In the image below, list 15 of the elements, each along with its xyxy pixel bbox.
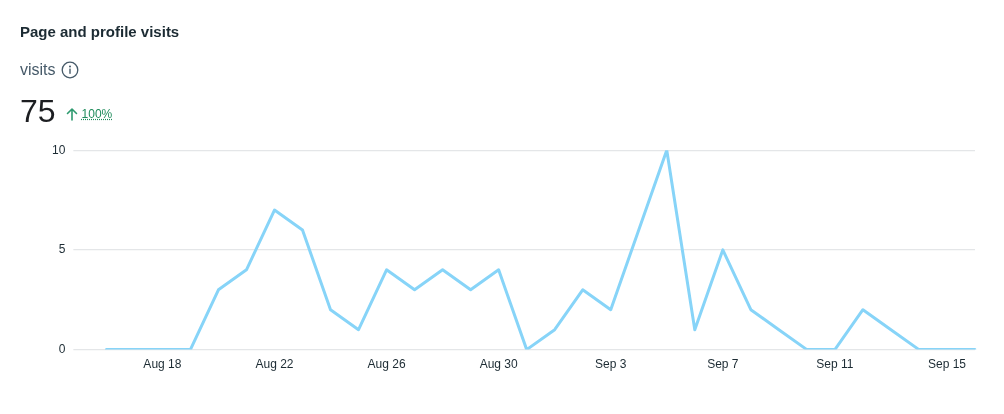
- chart-subtitle: visits: [20, 61, 56, 79]
- y-tick-label: 0: [58, 341, 66, 356]
- x-tick-label: Aug 18: [143, 357, 182, 372]
- x-tick-label: Sep 15: [927, 357, 967, 372]
- x-tick-label: Sep 3: [595, 357, 627, 372]
- x-tick-label: Aug 26: [367, 357, 406, 372]
- x-tick-label: Sep 7: [707, 357, 739, 372]
- y-tick-label: 5: [58, 242, 66, 257]
- text: 75: [20, 93, 56, 129]
- chart-title: Page and profile visits: [20, 23, 180, 40]
- text: 100%: [81, 107, 113, 121]
- x-tick-label: Aug 30: [479, 357, 518, 372]
- x-tick-label: Aug 22: [255, 357, 294, 372]
- y-tick-label: 10: [51, 142, 66, 157]
- x-tick-label: Sep 11: [816, 357, 854, 372]
